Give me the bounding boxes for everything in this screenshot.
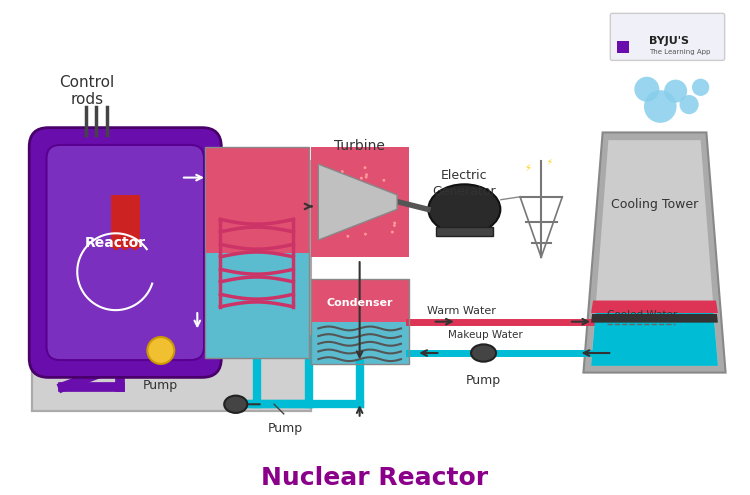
Circle shape (340, 202, 344, 205)
Circle shape (664, 80, 687, 102)
Text: Cooled Water: Cooled Water (608, 310, 678, 320)
Circle shape (364, 176, 368, 179)
Circle shape (329, 175, 332, 177)
Circle shape (393, 224, 396, 227)
FancyBboxPatch shape (29, 128, 221, 377)
Circle shape (320, 232, 322, 235)
FancyBboxPatch shape (46, 145, 204, 360)
FancyBboxPatch shape (610, 13, 724, 60)
Bar (310, 279, 409, 364)
Circle shape (365, 173, 368, 176)
Circle shape (332, 202, 335, 204)
Circle shape (340, 191, 343, 194)
Circle shape (346, 235, 350, 238)
Text: Electric
Generator: Electric Generator (433, 169, 496, 198)
Text: Warm Water: Warm Water (427, 306, 496, 316)
Circle shape (352, 222, 356, 225)
Text: ⚡: ⚡ (546, 157, 552, 166)
Circle shape (364, 166, 367, 169)
Polygon shape (591, 140, 718, 366)
Text: Nuclear Reactor: Nuclear Reactor (262, 466, 488, 490)
Circle shape (364, 216, 367, 219)
Circle shape (322, 228, 324, 231)
Text: Turbine: Turbine (334, 139, 385, 153)
Polygon shape (591, 300, 718, 313)
Circle shape (644, 90, 676, 123)
Circle shape (341, 170, 344, 173)
Ellipse shape (224, 396, 248, 413)
Text: Reactor: Reactor (85, 236, 146, 250)
Circle shape (322, 235, 325, 238)
Bar (205, 147, 309, 252)
Text: Pump: Pump (143, 379, 178, 393)
Text: Makeup Water: Makeup Water (448, 330, 523, 340)
Polygon shape (591, 308, 718, 366)
Text: Cooling Tower: Cooling Tower (611, 198, 698, 211)
Circle shape (391, 231, 394, 234)
Bar (310, 147, 409, 257)
Bar (310, 279, 409, 322)
Circle shape (374, 208, 377, 211)
Circle shape (341, 202, 344, 205)
Circle shape (332, 177, 334, 180)
Circle shape (319, 236, 322, 239)
Circle shape (364, 233, 367, 236)
Circle shape (320, 188, 323, 190)
Text: Pump: Pump (466, 374, 501, 387)
Circle shape (147, 337, 174, 364)
Circle shape (634, 77, 659, 101)
Circle shape (326, 200, 329, 203)
Polygon shape (584, 133, 725, 373)
Text: Pump: Pump (268, 422, 303, 435)
Text: Condenser: Condenser (326, 298, 393, 308)
Bar (32, 161, 310, 411)
Text: Control
rods: Control rods (59, 75, 115, 107)
Bar (205, 252, 309, 358)
Circle shape (680, 95, 699, 114)
Text: BYJU'S: BYJU'S (649, 36, 688, 46)
Circle shape (692, 79, 709, 96)
Bar (310, 322, 409, 364)
Circle shape (324, 178, 327, 181)
Ellipse shape (428, 184, 500, 234)
Circle shape (382, 179, 386, 182)
Polygon shape (32, 219, 310, 286)
Circle shape (393, 222, 396, 224)
Bar (111, 195, 140, 248)
Bar (436, 227, 494, 236)
Bar (205, 147, 309, 358)
Text: ⚡: ⚡ (524, 163, 531, 173)
Circle shape (370, 196, 374, 199)
Polygon shape (591, 314, 718, 323)
Circle shape (351, 185, 354, 188)
Text: The Learning App: The Learning App (649, 49, 710, 55)
Bar (617, 41, 628, 53)
Circle shape (360, 177, 363, 180)
Ellipse shape (471, 345, 496, 362)
Circle shape (338, 213, 340, 216)
Polygon shape (318, 164, 397, 240)
